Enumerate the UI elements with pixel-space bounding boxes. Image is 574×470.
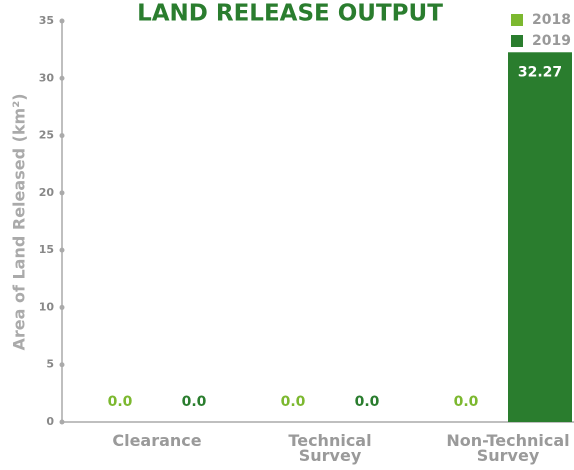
tick-mark — [59, 247, 65, 253]
value-label: 0.0 — [454, 394, 479, 410]
tick-mark — [59, 419, 65, 425]
x-tick-label: Technical Survey — [288, 431, 372, 465]
y-tick-label: 30 — [39, 71, 55, 84]
legend-label: 2019 — [532, 33, 571, 49]
value-label: 0.0 — [108, 394, 133, 410]
y-tick-label: 20 — [39, 186, 55, 199]
value-label: 0.0 — [355, 394, 380, 410]
chart-title: LAND RELEASE OUTPUT — [137, 1, 443, 27]
value-label: 32.27 — [518, 64, 562, 80]
tick-mark — [59, 18, 65, 24]
x-tick-label: Clearance — [112, 431, 202, 450]
value-label: 0.0 — [281, 394, 306, 410]
y-tick-label: 35 — [39, 14, 54, 27]
bar — [508, 52, 572, 422]
legend-swatch — [511, 35, 523, 47]
tick-mark — [59, 190, 65, 196]
y-tick-label: 15 — [39, 243, 54, 256]
legend-swatch — [511, 14, 523, 26]
y-tick-label: 5 — [46, 358, 54, 371]
y-tick-label: 10 — [39, 300, 55, 313]
y-tick-label: 0 — [46, 415, 54, 428]
x-tick-label: Non-Technical Survey — [446, 431, 570, 465]
legend-label: 2018 — [532, 12, 571, 28]
tick-mark — [59, 133, 65, 139]
tick-mark — [59, 362, 65, 368]
y-axis-label: Area of Land Released (km²) — [10, 93, 29, 350]
tick-mark — [59, 75, 65, 81]
y-tick-label: 25 — [39, 129, 54, 142]
value-label: 0.0 — [182, 394, 207, 410]
tick-mark — [59, 304, 65, 310]
